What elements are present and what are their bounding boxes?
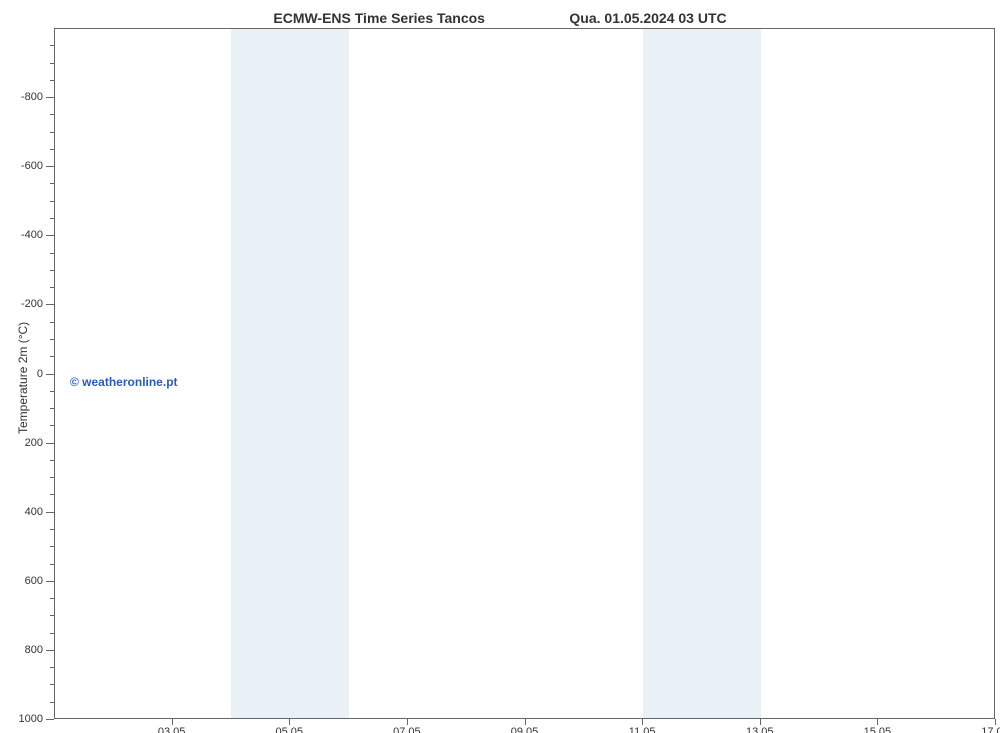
y-tick-minor xyxy=(50,529,54,530)
x-axis-label: 07.05 xyxy=(393,726,421,733)
y-tick-minor xyxy=(50,598,54,599)
y-tick-minor xyxy=(50,270,54,271)
y-tick-minor xyxy=(50,564,54,565)
y-tick-minor xyxy=(50,494,54,495)
y-tick-minor xyxy=(50,460,54,461)
chart-title-left: ECMW-ENS Time Series Tancos xyxy=(273,10,485,26)
y-axis-label: -400 xyxy=(21,229,43,241)
y-tick-minor xyxy=(50,339,54,340)
y-tick-minor xyxy=(50,253,54,254)
y-tick xyxy=(46,374,54,375)
y-tick-minor xyxy=(50,702,54,703)
y-tick-minor xyxy=(50,149,54,150)
y-tick-minor xyxy=(50,615,54,616)
y-tick xyxy=(46,235,54,236)
x-tick xyxy=(642,719,643,725)
y-axis-label: -600 xyxy=(21,160,43,172)
y-tick xyxy=(46,650,54,651)
x-axis-label: 15.05 xyxy=(864,726,892,733)
y-tick-minor xyxy=(50,114,54,115)
y-tick xyxy=(46,719,54,720)
y-tick-minor xyxy=(50,546,54,547)
x-tick xyxy=(172,719,173,725)
chart-stage: { "title_left": "ECMW-ENS Time Series Ta… xyxy=(0,0,1000,733)
y-tick xyxy=(46,443,54,444)
y-tick-minor xyxy=(50,477,54,478)
x-axis-label: 17.05 xyxy=(981,726,1000,733)
y-axis-label: 0 xyxy=(37,368,43,380)
y-tick xyxy=(46,166,54,167)
x-tick xyxy=(877,719,878,725)
y-axis-label: 400 xyxy=(25,506,43,518)
weekend-band xyxy=(643,29,761,718)
plot-area xyxy=(54,28,995,719)
x-axis-label: 13.05 xyxy=(746,726,774,733)
x-tick xyxy=(525,719,526,725)
y-tick-minor xyxy=(50,45,54,46)
x-tick xyxy=(760,719,761,725)
y-tick xyxy=(46,304,54,305)
x-axis-label: 05.05 xyxy=(275,726,303,733)
y-axis-label: 200 xyxy=(25,437,43,449)
y-axis-label: 1000 xyxy=(19,713,43,725)
y-tick xyxy=(46,581,54,582)
y-axis-title: Temperature 2m (°C) xyxy=(16,321,30,433)
y-axis-label: 800 xyxy=(25,644,43,656)
y-tick-minor xyxy=(50,633,54,634)
x-axis-label: 09.05 xyxy=(511,726,539,733)
x-tick xyxy=(407,719,408,725)
y-tick-minor xyxy=(50,132,54,133)
x-tick xyxy=(289,719,290,725)
y-tick xyxy=(46,97,54,98)
x-tick xyxy=(995,719,996,725)
chart-title-row: ECMW-ENS Time Series Tancos Qua. 01.05.2… xyxy=(0,10,1000,28)
y-tick-minor xyxy=(50,356,54,357)
y-tick-minor xyxy=(50,218,54,219)
x-axis-label: 03.05 xyxy=(158,726,186,733)
watermark-text: © weatheronline.pt xyxy=(70,375,178,389)
y-tick-minor xyxy=(50,80,54,81)
y-tick-minor xyxy=(50,425,54,426)
weekend-band xyxy=(231,29,349,718)
y-tick-minor xyxy=(50,322,54,323)
y-tick xyxy=(46,512,54,513)
y-tick-minor xyxy=(50,201,54,202)
y-tick-minor xyxy=(50,63,54,64)
y-tick-minor xyxy=(50,684,54,685)
y-tick-minor xyxy=(50,667,54,668)
y-tick-minor xyxy=(50,183,54,184)
y-axis-label: -800 xyxy=(21,91,43,103)
y-tick-minor xyxy=(50,391,54,392)
y-tick-minor xyxy=(50,287,54,288)
chart-title-right: Qua. 01.05.2024 03 UTC xyxy=(569,10,726,26)
y-axis-label: 600 xyxy=(25,575,43,587)
x-axis-label: 11.05 xyxy=(629,726,656,733)
y-tick-minor xyxy=(50,408,54,409)
y-axis-label: -200 xyxy=(21,298,43,310)
